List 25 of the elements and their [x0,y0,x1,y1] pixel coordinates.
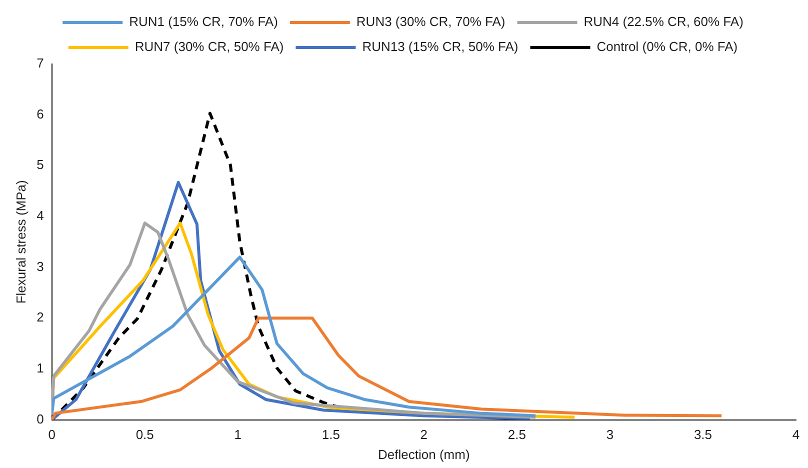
x-tick-label: 2.5 [508,427,526,442]
y-tick-label: 2 [36,310,44,325]
y-tick-label: 6 [36,106,44,122]
x-tick-label: 1 [234,427,242,442]
legend-label: RUN13 (15% CR, 50% FA) [362,39,518,54]
legend-label: RUN3 (30% CR, 70% FA) [356,14,506,30]
legend-label: RUN7 (30% CR, 50% FA) [134,39,284,54]
legend-label: RUN1 (15% CR, 70% FA) [129,14,278,30]
x-tick-label: 0.5 [136,427,154,442]
y-tick-label: 0 [36,411,44,426]
x-tick-label: 2 [420,427,428,442]
x-tick-label: 1.5 [322,427,340,442]
x-axis-title: Deflection (mm) [378,446,470,462]
y-tick-label: 5 [36,157,44,172]
y-tick-label: 4 [36,208,44,224]
x-tick-label: 3 [606,427,614,442]
y-axis-title: Flexural stress (MPa) [13,180,28,304]
y-tick-label: 7 [36,56,44,71]
y-tick-label: 1 [36,360,44,376]
x-tick-label: 0 [48,427,56,442]
legend-label: RUN4 (22.5% CR, 60% FA) [584,14,744,30]
legend-label: Control (0% CR, 0% FA) [596,39,738,54]
y-tick-label: 3 [36,258,44,274]
x-tick-label: 3.5 [694,427,712,442]
x-tick-label: 4 [792,427,800,442]
